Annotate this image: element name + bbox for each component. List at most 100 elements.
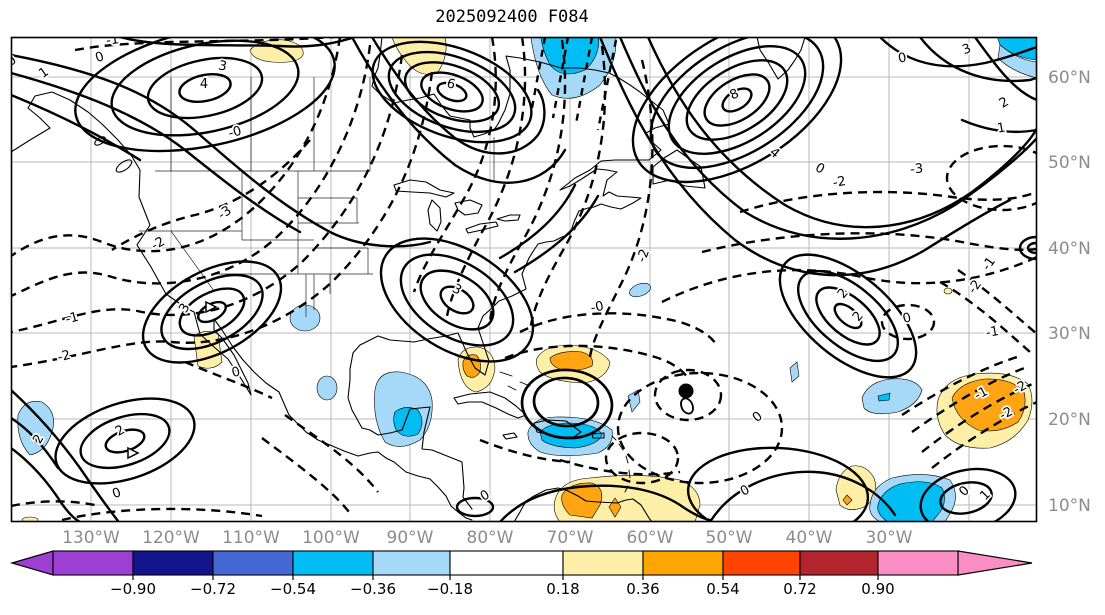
lat-tick-label: 50°N	[1048, 153, 1091, 173]
colorbar-tick-label: 0.72	[783, 580, 816, 598]
triangle-marker	[127, 446, 140, 460]
colorbar-segment	[52, 550, 134, 576]
colorbar-tick-label: −0.54	[270, 580, 316, 598]
lon-tick-label: 50°W	[706, 528, 753, 548]
negative-anomaly-sliver	[789, 361, 800, 383]
colorbar-tick-label: 0.36	[626, 580, 659, 598]
storm-position-dot	[678, 383, 694, 399]
negative-anomaly-core-caribbean	[539, 422, 603, 449]
colorbar-tick-label: 0.54	[706, 580, 739, 598]
contour-label: 0	[956, 483, 972, 499]
colorbar: −0.90 −0.72 −0.54 −0.36 −0.18 0.18 0.36 0.54 0.7…	[9, 550, 1033, 598]
contour-label: -3	[910, 161, 924, 177]
colorbar-segment	[292, 550, 374, 576]
colorbar-tick-label: −0.72	[190, 580, 236, 598]
colorbar-tick-label: −0.18	[427, 580, 473, 598]
contour-label: -1	[105, 32, 120, 49]
lon-tick-label: 80°W	[467, 528, 514, 548]
contour-label: -2	[56, 348, 72, 366]
colorbar-segment	[799, 550, 879, 576]
colorbar-segment	[877, 550, 959, 576]
colorbar-segment	[132, 550, 214, 576]
lat-tick-label: 60°N	[1048, 68, 1091, 88]
lon-tick-label: 110°W	[222, 528, 280, 548]
lat-tick-label: 40°N	[1048, 239, 1091, 259]
solid-contours	[11, 37, 1037, 522]
contour-label: 2	[835, 286, 852, 302]
positive-anomaly-core-bahamas	[549, 351, 593, 371]
positive-anomaly-patch	[21, 516, 39, 522]
lon-tick-label: 120°W	[142, 528, 200, 548]
colorbar-segment	[372, 550, 451, 576]
contour-label: -2	[832, 174, 847, 191]
contour-label: -1	[985, 324, 1000, 341]
state-borders	[139, 77, 495, 317]
contour-label: -3	[215, 203, 234, 223]
contour-label: -1	[64, 310, 80, 328]
chart-title: 2025092400 F084	[435, 7, 589, 27]
lon-tick-label: 100°W	[302, 528, 360, 548]
lon-tick-label: 90°W	[387, 528, 434, 548]
contour-label: 0	[901, 310, 913, 327]
contour-label: 2	[997, 94, 1012, 111]
dashed-contours	[11, 37, 1037, 522]
colorbar-tick-label: 0.18	[546, 580, 579, 598]
lon-tick-label: 30°W	[866, 528, 913, 548]
lat-tick-label: 10°N	[1048, 496, 1091, 516]
contour-label: 1	[996, 120, 1007, 136]
map-frame	[10, 36, 1038, 523]
triangle-marker	[205, 300, 218, 314]
negative-anomaly-core-tropatl	[877, 481, 945, 522]
colorbar-segment	[212, 550, 294, 576]
negative-anomaly-sliver	[877, 392, 891, 402]
negative-anomaly-sliver	[629, 282, 651, 298]
contour-label: -2	[965, 277, 985, 296]
contour-label: -0	[227, 124, 243, 142]
lon-tick-label: 60°W	[627, 528, 674, 548]
positive-anomaly-spot	[842, 494, 853, 506]
colorbar-segment	[642, 550, 724, 576]
contour-label: 0	[110, 485, 123, 502]
contour-label: 0	[4, 53, 20, 70]
axis-tick-labels: 130°W 120°W 110°W 100°W 90°W 80°W 70°W 60°W 50°W…	[62, 68, 1091, 548]
contour-label: 3	[960, 41, 973, 58]
contour-label: 0	[750, 409, 766, 426]
colorbar-left-arrow	[9, 550, 54, 576]
contour-label: 2	[850, 309, 867, 325]
contour-label: 0	[897, 50, 908, 66]
colorbar-segment	[449, 550, 564, 576]
negative-anomaly-core-gulf	[393, 407, 423, 437]
contour-label: -1	[979, 254, 999, 273]
colorbar-tick-label: 0.90	[861, 580, 894, 598]
colorbar-segment	[562, 550, 644, 576]
storm-markers	[127, 300, 694, 460]
contour-label: -0	[589, 299, 605, 316]
colorbar-right-arrow	[957, 550, 1033, 576]
storm-open-oval-marker	[680, 397, 694, 415]
negative-anomaly-patch	[316, 375, 338, 401]
colorbar-tick-label: −0.90	[110, 580, 156, 598]
colorbar-tick-label: −0.36	[350, 580, 396, 598]
positive-anomaly-patch	[835, 465, 877, 511]
negative-anomaly-sliver	[627, 389, 641, 413]
contour-label: 3	[217, 58, 228, 74]
positive-anomaly-core-venezuela	[561, 482, 603, 519]
contour-label: 6	[445, 76, 457, 93]
lon-tick-label: 130°W	[62, 528, 120, 548]
lat-tick-label: 30°N	[1048, 324, 1091, 344]
negative-anomaly-core-hudson	[540, 37, 599, 75]
colorbar-segment	[722, 550, 801, 576]
contour-label: 4	[200, 77, 208, 92]
lon-tick-label: 40°W	[786, 528, 833, 548]
contour-label: 0	[812, 160, 827, 177]
contour-label: 4	[766, 145, 782, 162]
lon-tick-label: 70°W	[547, 528, 594, 548]
lat-tick-label: 20°N	[1048, 410, 1091, 430]
negative-anomaly-patch	[289, 304, 321, 332]
contour-label: 0	[93, 49, 106, 66]
negative-anomaly-patch	[861, 378, 923, 415]
negative-anomaly-rim-corner	[997, 44, 1037, 79]
positive-anomaly-spot	[943, 287, 953, 295]
